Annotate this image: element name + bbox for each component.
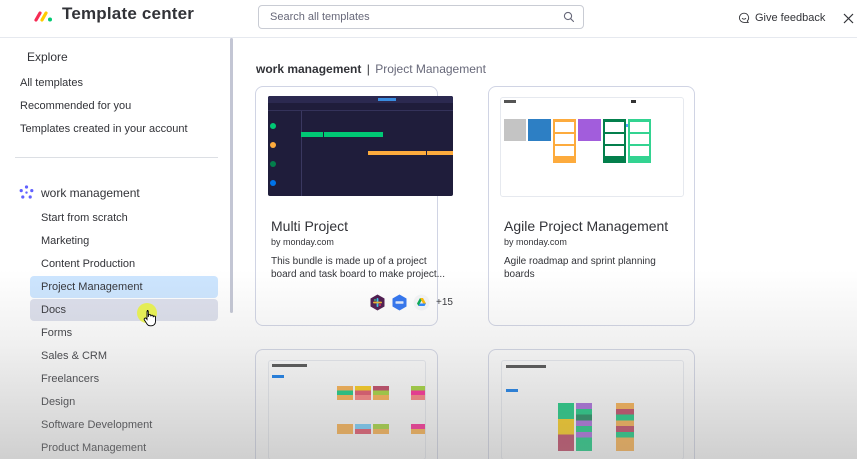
- search-input[interactable]: [270, 9, 550, 25]
- more-integrations-count: +15: [436, 297, 453, 308]
- card-description: This bundle is made up of a project boar…: [271, 256, 445, 280]
- card-title: Multi Project: [271, 218, 349, 234]
- nav-all-templates[interactable]: All templates: [20, 77, 83, 89]
- zoom-icon: [392, 294, 407, 311]
- breadcrumb-separator: |: [366, 62, 370, 76]
- sidebar-item-freelancers[interactable]: Freelancers: [41, 373, 100, 385]
- slack-icon: [370, 294, 385, 311]
- breadcrumb-category[interactable]: work management: [256, 62, 362, 76]
- template-card-data-integration[interactable]: [255, 349, 438, 459]
- header: Template center Give feedback: [0, 0, 857, 38]
- card-preview-gantt: [268, 96, 453, 196]
- google-drive-icon: [413, 294, 430, 311]
- template-card-jira-issues-progress[interactable]: [488, 349, 695, 459]
- search-icon[interactable]: [563, 11, 575, 23]
- sidebar-divider: [15, 157, 218, 158]
- work-management-icon: [19, 185, 34, 199]
- sidebar-item-design[interactable]: Design: [41, 396, 76, 408]
- give-feedback-label: Give feedback: [755, 12, 826, 24]
- card-title: Agile Project Management: [504, 218, 669, 234]
- sidebar-item-docs[interactable]: Docs: [30, 299, 218, 321]
- integrations-list: +15: [369, 294, 453, 311]
- sidebar-scrollbar[interactable]: [230, 38, 233, 313]
- work-management-group[interactable]: work management: [19, 185, 140, 200]
- sidebar-item-project-management[interactable]: Project Management: [30, 276, 218, 298]
- sidebar-item-marketing[interactable]: Marketing: [41, 235, 90, 247]
- explore-heading: Explore: [27, 50, 68, 64]
- nav-recommended[interactable]: Recommended for you: [20, 100, 132, 112]
- hand-cursor-icon: [143, 310, 156, 327]
- sidebar-item-software-development[interactable]: Software Development: [41, 419, 153, 431]
- sidebar-item-start-from-scratch[interactable]: Start from scratch: [41, 212, 128, 224]
- card-author: by monday.com: [271, 237, 334, 247]
- card-author: by monday.com: [504, 237, 567, 247]
- sidebar: Explore All templates Recommended for yo…: [0, 38, 230, 459]
- sidebar-item-sales-crm[interactable]: Sales & CRM: [41, 350, 108, 362]
- app-title: Template center: [62, 4, 195, 23]
- card-preview-kanban: [500, 97, 684, 197]
- sidebar-item-product-management[interactable]: Product Management: [41, 442, 147, 454]
- monday-logo-icon: [34, 11, 52, 22]
- sidebar-item-forms[interactable]: Forms: [41, 327, 73, 339]
- card-preview-table: [501, 360, 684, 459]
- breadcrumb-subcategory: Project Management: [375, 62, 486, 76]
- give-feedback-button[interactable]: Give feedback: [738, 12, 825, 24]
- search-box[interactable]: [258, 5, 584, 29]
- close-icon[interactable]: [843, 13, 854, 24]
- card-preview-table: [268, 360, 426, 459]
- feedback-icon: [739, 12, 750, 23]
- breadcrumb: work management | Project Management: [256, 62, 486, 76]
- card-description: Agile roadmap and sprint planning boards: [504, 256, 656, 280]
- nav-created-in-account[interactable]: Templates created in your account: [20, 123, 188, 135]
- sidebar-item-content-production[interactable]: Content Production: [41, 258, 136, 270]
- work-management-label: work management: [41, 185, 140, 200]
